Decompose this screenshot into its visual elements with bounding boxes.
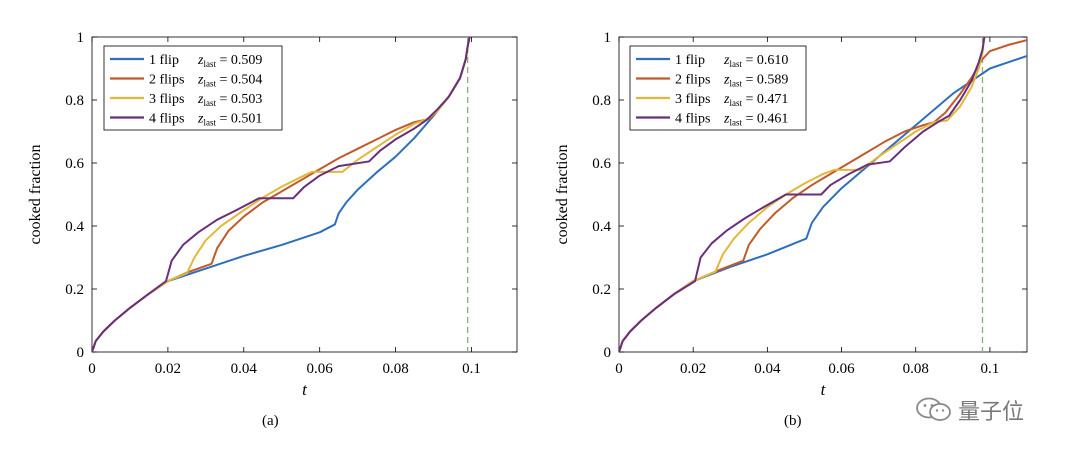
legend-z-expression: zlast = 0.501 <box>197 112 262 128</box>
y-tick-label: 0.6 <box>592 156 611 172</box>
panel-b-caption: (b) <box>784 413 802 429</box>
x-tick-label: 0.02 <box>680 361 706 377</box>
legend-z-expression: zlast = 0.504 <box>197 73 262 89</box>
legend-label: 4 flips <box>149 112 184 127</box>
y-tick-label: 0.8 <box>65 93 84 109</box>
legend-label: 1 flip <box>675 53 705 68</box>
axes-box <box>91 36 518 353</box>
legend-label: 3 flips <box>675 92 710 107</box>
legend-label: 1 flip <box>149 53 179 68</box>
series-line-4 <box>619 37 986 352</box>
legend-z-expression: zlast = 0.503 <box>197 92 262 108</box>
y-axis-label: cooked fraction <box>27 145 44 245</box>
axes-box <box>618 36 1028 353</box>
panel-a-caption: (a) <box>262 413 279 429</box>
y-axis-label: cooked fraction <box>554 145 571 245</box>
legend-label: 4 flips <box>675 112 710 127</box>
x-axis-label: t <box>821 380 827 399</box>
y-tick-label: 0.4 <box>65 219 84 235</box>
watermark-text: 量子位 <box>958 400 1025 425</box>
x-tick-label: 0.04 <box>231 361 258 377</box>
legend-label: 2 flips <box>675 73 710 88</box>
watermark: 量子位 <box>916 394 1024 426</box>
legend-z-expression: zlast = 0.610 <box>723 53 788 69</box>
chart-panel-b: 0 0.02 0.04 0.06 0.08 0.1 0 0.2 0.4 0.6 0.8 1 t cooke… <box>554 30 1028 399</box>
y-tick-label: 0.2 <box>65 282 84 298</box>
y-tick-label: 0 <box>77 345 85 361</box>
legend-z-expression: zlast = 0.509 <box>197 53 262 69</box>
x-tick-label: 0 <box>615 361 623 377</box>
x-tick-label: 0.1 <box>981 361 1000 377</box>
legend-z-expression: zlast = 0.589 <box>723 73 788 89</box>
y-tick-label: 1 <box>77 30 85 46</box>
series-line-4 <box>92 37 471 352</box>
x-tick-label: 0 <box>88 361 96 377</box>
y-tick-label: 0.4 <box>592 219 611 235</box>
chart-panel-a: 0 0.02 0.04 0.06 0.08 0.1 0 0.2 0.4 0.6 0.8 1 t cooke… <box>27 30 518 399</box>
y-tick-label: 0.8 <box>592 93 611 109</box>
y-tick-label: 0.6 <box>65 156 84 172</box>
x-tick-label: 0.08 <box>382 361 408 377</box>
x-tick-label: 0.08 <box>903 361 929 377</box>
x-tick-label: 0.06 <box>307 361 334 377</box>
x-tick-label: 0.04 <box>754 361 781 377</box>
y-tick-label: 0 <box>604 345 612 361</box>
y-tick-label: 0.2 <box>592 282 611 298</box>
legend-z-expression: zlast = 0.461 <box>723 112 788 128</box>
legend: 1 flip zlast = 0.610 2 flips zlast = 0.589 3… <box>629 45 807 131</box>
x-tick-label: 0.06 <box>828 361 855 377</box>
legend-z-expression: zlast = 0.471 <box>723 92 788 108</box>
wechat-icon <box>916 397 952 423</box>
legend-label: 3 flips <box>149 92 184 107</box>
y-tick-label: 1 <box>604 30 612 46</box>
x-axis-label: t <box>302 380 308 399</box>
legend: 1 flip zlast = 0.509 2 flips zlast = 0.504 3… <box>103 45 283 131</box>
x-tick-label: 0.02 <box>155 361 181 377</box>
x-tick-label: 0.1 <box>462 361 481 377</box>
legend-label: 2 flips <box>149 73 184 88</box>
